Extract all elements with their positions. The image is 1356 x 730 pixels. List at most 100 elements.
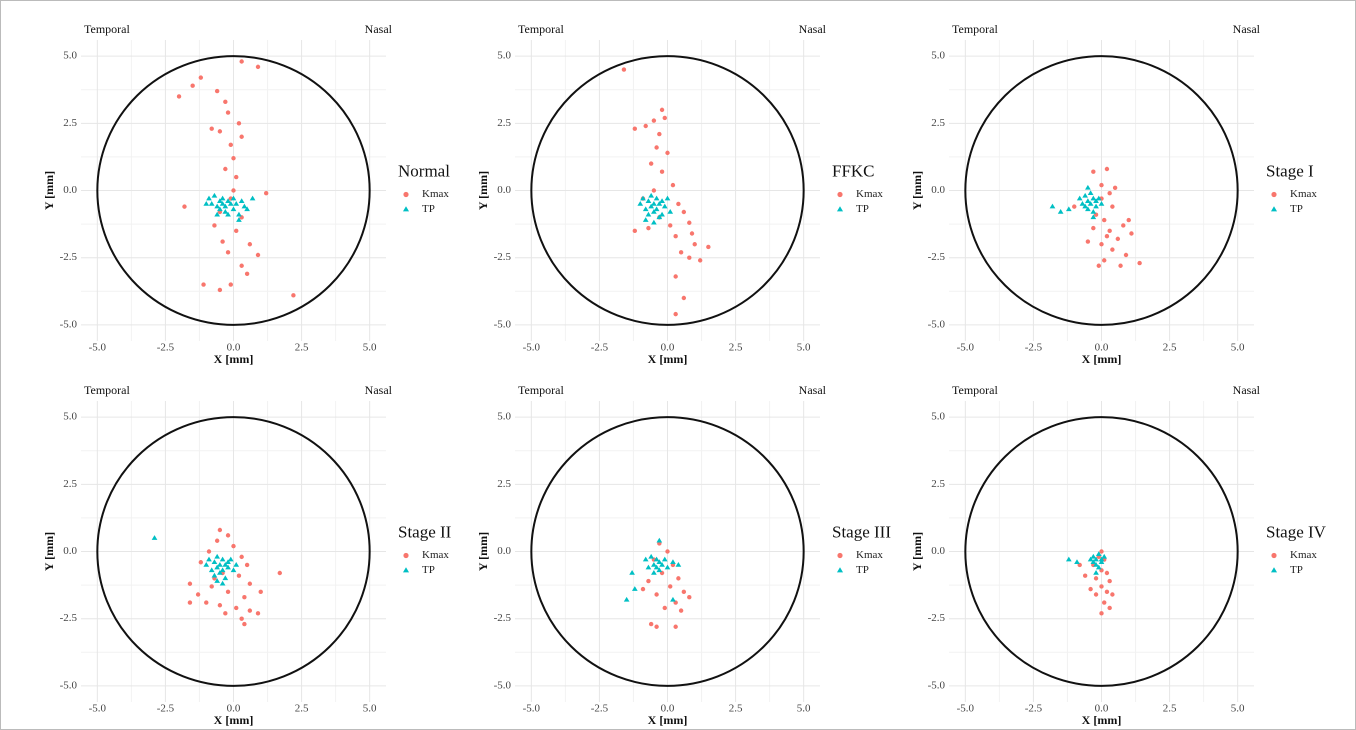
x-tick-label: 0.0	[227, 342, 241, 354]
reference-circle	[964, 55, 1239, 326]
kmax-point	[244, 562, 250, 568]
tp-point	[1079, 200, 1086, 206]
tp-point	[648, 192, 655, 198]
y-tick-label: 2.5	[931, 117, 945, 129]
kmax-point	[225, 110, 231, 115]
x-axis-label: X [mm]	[214, 352, 254, 366]
kmax-point	[654, 624, 659, 629]
tp-point	[1087, 556, 1094, 562]
kmax-point	[1088, 586, 1093, 592]
kmax-point	[239, 59, 244, 64]
tp-point	[640, 195, 646, 201]
kmax-point	[225, 250, 231, 255]
legend-marker	[836, 206, 844, 212]
tp-point	[214, 211, 221, 217]
kmax-point	[640, 586, 646, 592]
legend-label: Kmax	[856, 188, 883, 200]
x-tick-label: -5.0	[89, 342, 107, 354]
y-tick-label: 5.0	[63, 50, 77, 62]
tp-point	[1098, 556, 1105, 562]
tp-point	[1090, 209, 1097, 214]
tp-point	[1095, 564, 1102, 570]
x-tick-label: -5.0	[957, 703, 975, 715]
x-tick-label: -2.5	[157, 703, 175, 715]
kmax-point	[687, 220, 692, 225]
tp-point	[217, 206, 223, 212]
x-axis-label: X [mm]	[1082, 352, 1122, 366]
side-label: Nasal	[1233, 383, 1261, 397]
tp-point	[1082, 192, 1089, 198]
x-tick-label: -5.0	[523, 703, 541, 715]
tp-point	[227, 200, 234, 206]
kmax-point	[657, 131, 662, 137]
tp-point	[219, 556, 226, 562]
kmax-point	[236, 121, 242, 126]
kmax-point	[214, 538, 220, 543]
kmax-point	[195, 592, 201, 597]
tp-point	[648, 203, 655, 209]
tp-point	[651, 561, 657, 567]
kmax-point	[239, 616, 244, 621]
x-tick-label: 0.0	[661, 342, 675, 354]
tp-point	[208, 567, 215, 573]
kmax-point	[234, 605, 239, 611]
y-tick-label: -5.0	[928, 679, 946, 691]
y-tick-label: -5.0	[494, 679, 512, 691]
x-tick-label: -2.5	[1025, 342, 1043, 354]
kmax-point	[673, 233, 678, 239]
kmax-point	[673, 311, 678, 317]
kmax-point	[217, 603, 223, 608]
tp-point	[642, 217, 649, 222]
x-tick-label: 5.0	[1231, 703, 1245, 715]
tp-point	[642, 206, 649, 212]
tp-point	[1095, 195, 1102, 201]
legend-marker	[402, 206, 410, 212]
tp-point	[219, 195, 226, 201]
kmax-point	[1099, 584, 1104, 589]
tp-point	[1090, 559, 1097, 565]
tp-point	[244, 206, 250, 212]
legend-marker	[1271, 191, 1277, 198]
kmax-point	[1099, 242, 1104, 247]
x-tick-label: 0.0	[661, 703, 675, 715]
side-label: Nasal	[799, 22, 827, 36]
kmax-point	[225, 533, 231, 538]
kmax-point	[665, 150, 670, 156]
tp-point	[631, 586, 638, 591]
kmax-point	[689, 231, 695, 236]
x-tick-label: 5.0	[797, 703, 811, 715]
kmax-point	[234, 174, 239, 180]
tp-point	[222, 209, 229, 214]
kmax-point	[1099, 549, 1104, 554]
side-label: Nasal	[799, 383, 827, 397]
tp-point	[241, 203, 248, 209]
x-tick-label: 0.0	[1095, 342, 1109, 354]
tp-point	[659, 211, 665, 217]
legend-label: Kmax	[1290, 188, 1317, 200]
kmax-point	[255, 64, 261, 70]
side-label: Nasal	[365, 383, 393, 397]
tp-point	[653, 564, 660, 570]
kmax-point	[687, 594, 692, 600]
y-axis-label: Y [mm]	[910, 171, 924, 210]
kmax-point	[1104, 570, 1110, 576]
legend-marker	[836, 567, 844, 573]
kmax-point	[1118, 263, 1123, 268]
y-tick-label: -2.5	[60, 612, 78, 624]
tp-point	[208, 200, 215, 206]
kmax-point	[632, 228, 638, 234]
tp-point	[656, 214, 663, 220]
kmax-point	[697, 258, 703, 263]
kmax-point	[223, 99, 228, 105]
tp-point	[217, 561, 223, 567]
tp-point	[675, 561, 682, 567]
tp-point	[653, 556, 660, 562]
legend-title: Stage I	[1266, 161, 1314, 180]
y-tick-label: 5.0	[931, 411, 945, 423]
kmax-point	[643, 123, 648, 129]
kmax-point	[217, 129, 223, 134]
y-tick-label: -2.5	[928, 612, 946, 624]
legend-title: Normal	[398, 161, 450, 180]
tp-point	[1074, 559, 1080, 565]
